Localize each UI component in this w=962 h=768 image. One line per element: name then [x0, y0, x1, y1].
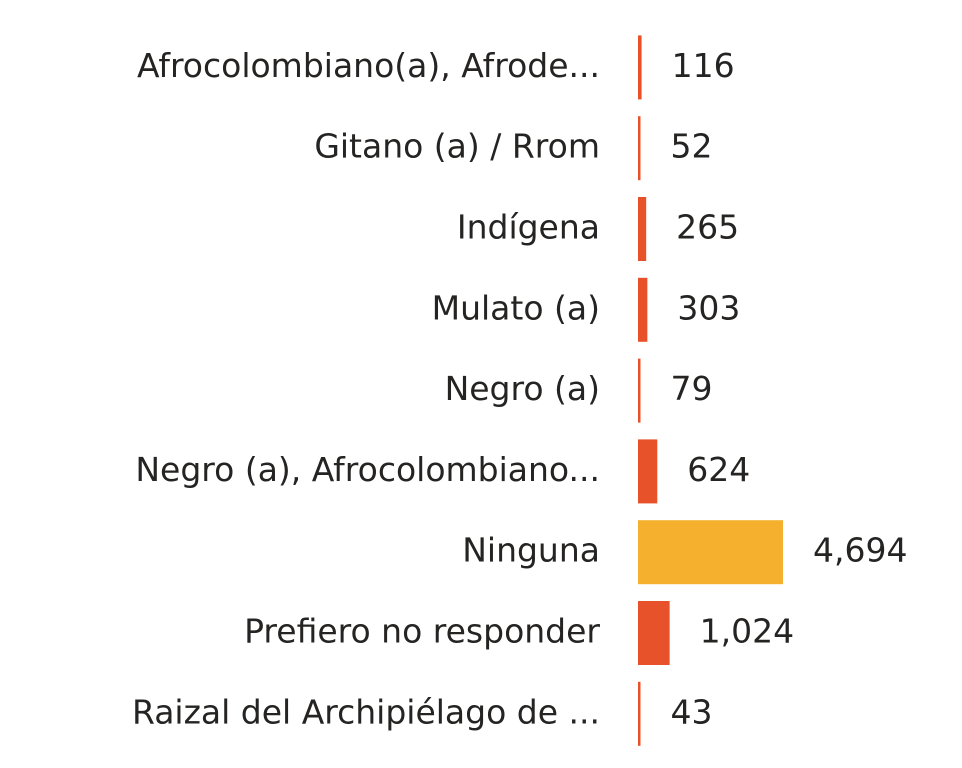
bar [638, 35, 642, 100]
value-label: 116 [672, 46, 735, 85]
bar [638, 520, 783, 585]
category-label: Ninguna [462, 531, 600, 570]
value-label: 1,024 [700, 612, 794, 651]
value-label: 265 [676, 208, 739, 247]
bar [638, 681, 641, 746]
category-label: Negro (a), Afrocolombiano... [135, 450, 600, 489]
bar [638, 197, 647, 261]
category-label: Prefiero no responder [244, 612, 600, 651]
bar [638, 358, 641, 423]
value-label: 624 [687, 450, 750, 489]
category-label: Indígena [457, 208, 600, 247]
bar [638, 439, 658, 504]
value-label: 43 [671, 692, 713, 731]
value-label: 79 [671, 369, 713, 408]
bar [638, 601, 670, 665]
category-label: Raizal del Archipiélago de ... [132, 692, 600, 731]
bar [638, 116, 641, 181]
value-label: 303 [677, 288, 740, 327]
category-label: Gitano (a) / Rrom [314, 127, 600, 166]
category-label: Mulato (a) [432, 288, 600, 327]
value-label: 4,694 [813, 531, 907, 570]
bar [638, 277, 648, 342]
category-label: Afrocolombiano(a), Afrode... [137, 46, 600, 85]
value-label: 52 [671, 127, 713, 166]
category-label: Negro (a) [445, 369, 600, 408]
